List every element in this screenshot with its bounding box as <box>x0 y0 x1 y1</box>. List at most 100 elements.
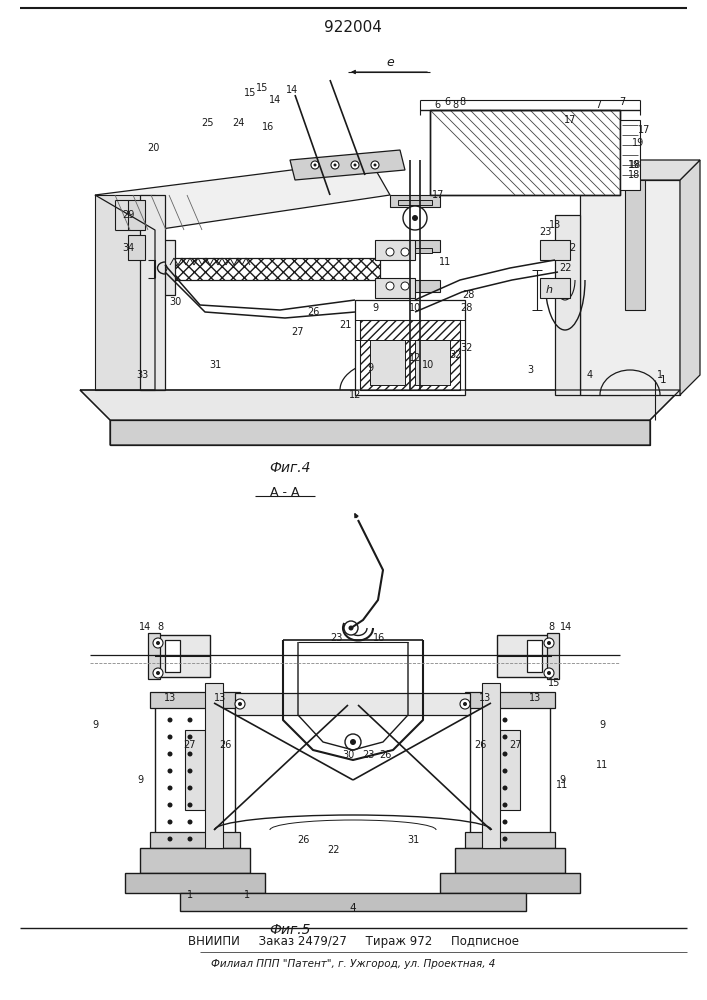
Bar <box>390 195 440 207</box>
Bar <box>465 832 555 848</box>
Polygon shape <box>375 240 415 260</box>
Text: 22: 22 <box>559 263 571 273</box>
Bar <box>482 683 500 848</box>
Circle shape <box>168 768 173 774</box>
Text: 29: 29 <box>122 210 134 220</box>
Text: 1: 1 <box>244 890 250 900</box>
Text: 32: 32 <box>460 343 472 353</box>
Circle shape <box>168 836 173 842</box>
Text: 8: 8 <box>459 97 465 107</box>
Circle shape <box>482 768 488 774</box>
Text: А - А: А - А <box>270 486 300 498</box>
Circle shape <box>401 282 409 290</box>
Text: 1: 1 <box>660 375 667 385</box>
Text: 23: 23 <box>362 750 374 760</box>
Circle shape <box>168 802 173 808</box>
Text: 17: 17 <box>563 115 576 125</box>
Text: 9: 9 <box>599 720 605 730</box>
Circle shape <box>350 739 356 745</box>
Circle shape <box>371 161 379 169</box>
Circle shape <box>503 802 508 808</box>
Text: 30: 30 <box>169 297 181 307</box>
Circle shape <box>157 263 167 273</box>
Circle shape <box>168 752 173 756</box>
Text: 18: 18 <box>628 170 641 180</box>
Bar <box>527 640 542 672</box>
Text: 28: 28 <box>462 290 474 300</box>
Polygon shape <box>580 180 680 395</box>
Circle shape <box>482 820 488 824</box>
Polygon shape <box>290 150 405 180</box>
Text: 13: 13 <box>549 220 561 230</box>
Text: 6: 6 <box>434 100 440 110</box>
Circle shape <box>153 668 163 678</box>
Circle shape <box>168 734 173 740</box>
Circle shape <box>386 282 394 290</box>
Text: 21: 21 <box>339 320 351 330</box>
Polygon shape <box>625 180 645 310</box>
Circle shape <box>544 638 554 648</box>
Text: 15: 15 <box>256 83 268 93</box>
Bar <box>155 635 210 677</box>
Text: e: e <box>386 55 394 68</box>
Text: 23: 23 <box>331 633 343 643</box>
Text: 26: 26 <box>474 740 486 750</box>
Text: Филиал ППП "Патент", г. Ужгород, ул. Проектная, 4: Филиал ППП "Патент", г. Ужгород, ул. Про… <box>211 959 495 969</box>
Circle shape <box>503 718 508 722</box>
Text: 13: 13 <box>529 693 541 703</box>
Bar <box>165 640 180 672</box>
Bar <box>150 692 240 708</box>
Text: 7: 7 <box>619 97 625 107</box>
Circle shape <box>238 702 242 706</box>
Polygon shape <box>95 160 390 230</box>
Text: Фиг.5: Фиг.5 <box>269 923 311 937</box>
Bar <box>390 280 440 292</box>
Text: 31: 31 <box>209 360 221 370</box>
Polygon shape <box>128 200 145 230</box>
Circle shape <box>482 734 488 740</box>
Circle shape <box>351 161 359 169</box>
Text: 13: 13 <box>164 693 176 703</box>
Bar <box>455 848 565 873</box>
Text: 11: 11 <box>439 257 451 267</box>
Text: 19: 19 <box>632 138 644 148</box>
Text: Фиг.4: Фиг.4 <box>269 461 311 475</box>
Polygon shape <box>128 235 145 260</box>
Circle shape <box>187 752 192 756</box>
Text: 30: 30 <box>342 750 354 760</box>
Circle shape <box>503 752 508 756</box>
Circle shape <box>156 641 160 645</box>
Text: 2: 2 <box>569 243 575 253</box>
Circle shape <box>482 802 488 808</box>
Polygon shape <box>580 160 700 180</box>
Text: 17: 17 <box>432 190 445 200</box>
Text: h: h <box>546 285 553 295</box>
Polygon shape <box>398 248 432 253</box>
Circle shape <box>386 248 394 256</box>
Circle shape <box>187 718 192 722</box>
Polygon shape <box>110 420 650 445</box>
Text: ВНИИПИ     Заказ 2479/27     Тираж 972     Подписное: ВНИИПИ Заказ 2479/27 Тираж 972 Подписное <box>187 936 518 948</box>
Circle shape <box>331 161 339 169</box>
Polygon shape <box>430 110 620 195</box>
Text: 13: 13 <box>479 693 491 703</box>
Text: 25: 25 <box>201 118 214 128</box>
Circle shape <box>503 768 508 774</box>
Text: 11: 11 <box>556 780 568 790</box>
Bar <box>180 893 526 911</box>
Polygon shape <box>140 195 165 390</box>
Circle shape <box>482 786 488 790</box>
Bar <box>440 873 580 893</box>
Bar <box>497 635 552 677</box>
Polygon shape <box>555 215 580 395</box>
Bar <box>465 692 555 708</box>
Text: 1: 1 <box>657 370 663 380</box>
Polygon shape <box>155 258 380 280</box>
Text: 17: 17 <box>638 125 650 135</box>
Text: 20: 20 <box>147 143 159 153</box>
Circle shape <box>168 718 173 722</box>
Circle shape <box>187 820 192 824</box>
Text: 12: 12 <box>409 353 421 363</box>
Polygon shape <box>590 390 640 395</box>
Circle shape <box>344 621 358 635</box>
